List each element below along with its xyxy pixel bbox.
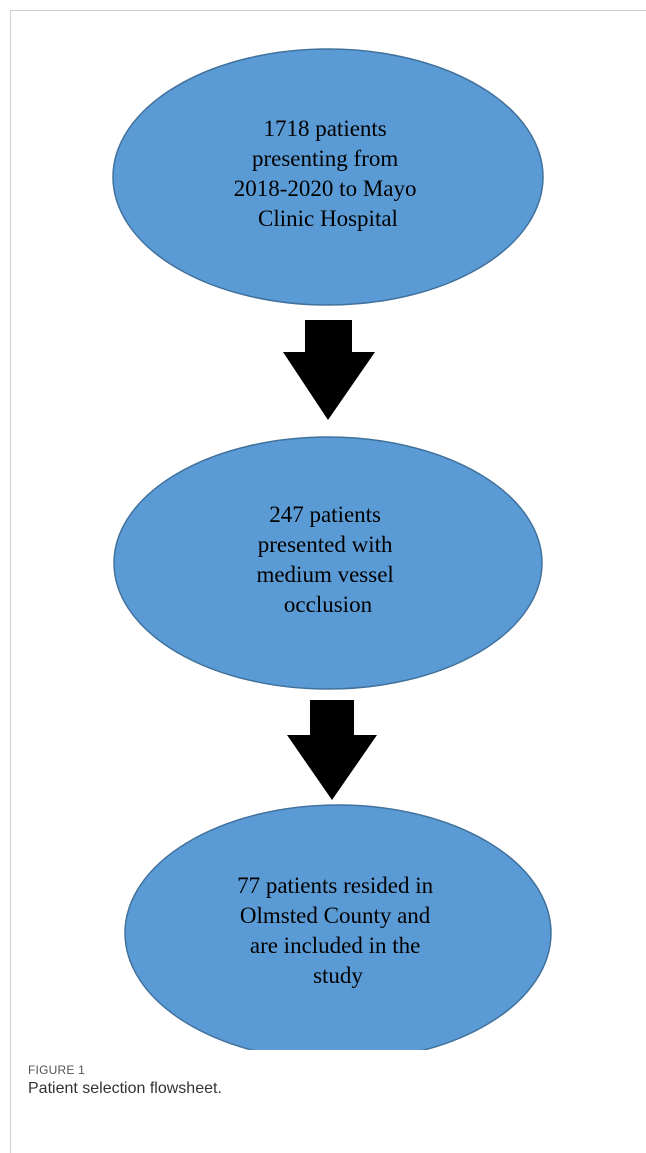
frame-left-rule [10,10,11,1153]
flow-node-2: 247 patients presented with medium vesse… [113,436,543,690]
node-1-ellipse [112,48,544,306]
node-3-ellipse [124,804,552,1050]
node-2-text: 247 patients presented with medium vesse… [256,502,399,617]
frame-top-rule [10,10,646,11]
node-1-text: 1718 patients presenting from 2018-2020 … [234,116,422,231]
arrow-down-icon [287,700,377,800]
figure-caption: Patient selection flowsheet. [28,1080,222,1097]
figure-label: FIGURE 1 [28,1063,85,1077]
flow-node-1: 1718 patients presenting from 2018-2020 … [112,48,544,306]
arrow-down-icon [283,320,375,420]
node-2-ellipse [113,436,543,690]
flow-node-3: 77 patients resided in Olmsted County an… [124,804,552,1050]
node-3-text: 77 patients resided in Olmsted County an… [237,873,439,988]
flowchart: 1718 patients presenting from 2018-2020 … [112,48,552,1050]
